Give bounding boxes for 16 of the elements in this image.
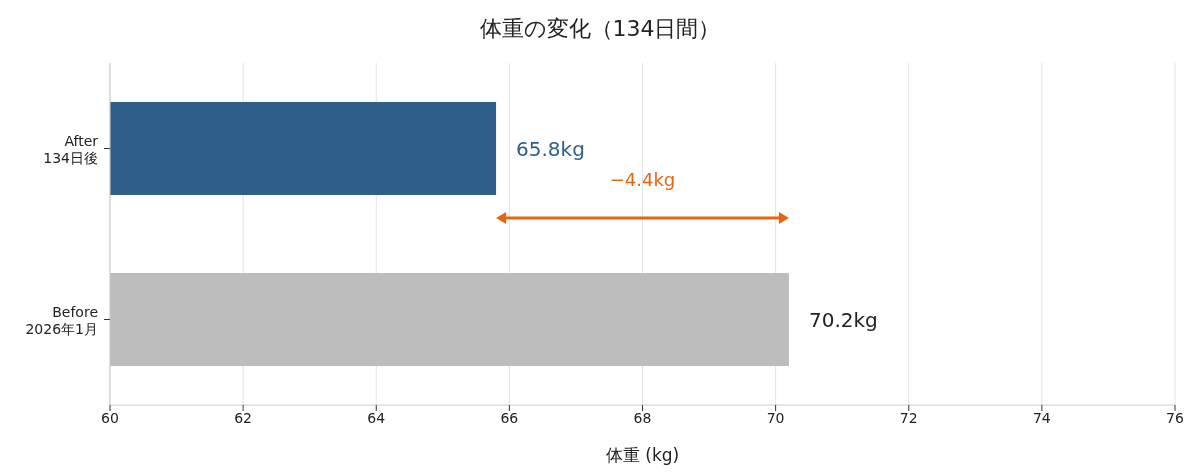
x-tick-label: 74: [1032, 409, 1051, 426]
y-tick-label: Before 2026年1月: [25, 303, 98, 337]
x-tick-label: 66: [500, 409, 519, 426]
annotation: −4.4kg: [609, 169, 676, 190]
x-tick-label: 72: [899, 409, 918, 426]
x-tick-label: 70: [766, 409, 785, 426]
chart-title: 体重の変化（134日間）: [478, 15, 722, 43]
data-label: 65.8kg: [516, 136, 585, 161]
x-tick-label: 76: [1166, 409, 1184, 426]
x-tick-label: 64: [367, 409, 386, 426]
x-axis-title: 体重 (kg): [605, 445, 680, 465]
y-tick-label: After 134日後: [43, 132, 99, 166]
x-tick-label: 60: [101, 409, 119, 426]
data-label: 70.2kg: [808, 307, 878, 332]
x-tick-label: 62: [234, 409, 253, 426]
x-tick-label: 68: [633, 409, 652, 426]
